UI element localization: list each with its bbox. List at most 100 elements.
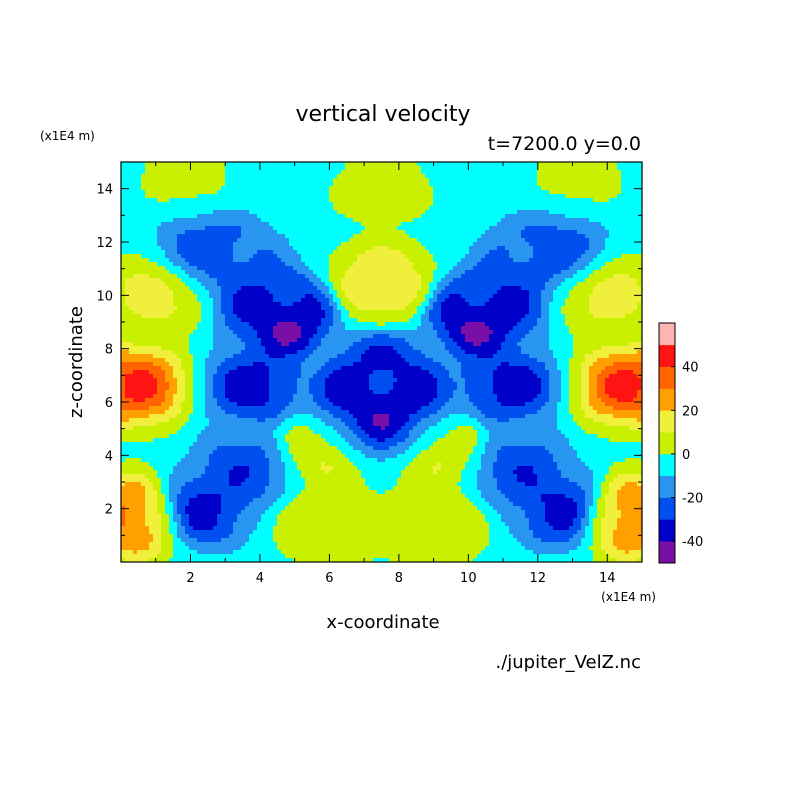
contour-cell [581,270,586,275]
contour-cell [465,270,470,275]
contour-cell [405,202,410,207]
contour-cell [305,186,310,191]
contour-cell [181,230,186,235]
contour-cell [241,238,246,243]
contour-cell [545,246,550,251]
contour-cell [141,226,146,231]
contour-cell [257,222,262,227]
contour-cell [205,190,210,195]
contour-cell [561,250,566,255]
contour-cell [597,290,602,295]
contour-cell [169,238,174,243]
contour-cell [313,210,318,215]
contour-cell [377,294,382,299]
contour-cell [565,274,570,279]
contour-cell [409,166,414,171]
contour-cell [257,206,262,211]
contour-cell [597,178,602,183]
contour-cell [333,222,338,227]
contour-cell [501,218,506,223]
contour-cell [545,178,550,183]
contour-cell [229,214,234,219]
contour-cell [593,178,598,183]
contour-cell [637,254,642,259]
contour-cell [409,190,414,195]
contour-cell [481,234,486,239]
contour-cell [241,250,246,255]
contour-cell [637,198,642,203]
contour-cell [281,218,286,223]
contour-cell [401,162,406,167]
contour-cell [425,222,430,227]
contour-cell [197,234,202,239]
contour-cell [349,242,354,247]
contour-cell [557,242,562,247]
contour-cell [233,166,238,171]
contour-cell [405,298,410,303]
contour-cell [421,290,426,295]
contour-cell [597,174,602,179]
contour-cell [289,234,294,239]
contour-cell [417,162,422,167]
contour-cell [561,170,566,175]
contour-cell [221,174,226,179]
contour-cell [305,174,310,179]
contour-cell [129,202,134,207]
contour-cell [417,294,422,299]
contour-cell [465,182,470,187]
contour-cell [165,170,170,175]
contour-cell [393,306,398,311]
contour-cell [273,290,278,295]
contour-cell [517,210,522,215]
contour-cell [597,214,602,219]
contour-cell [233,294,238,299]
contour-cell [425,238,430,243]
contour-cell [305,278,310,283]
contour-cell [345,262,350,267]
contour-cell [273,286,278,291]
contour-cell [517,246,522,251]
contour-cell [493,278,498,283]
contour-cell [261,270,266,275]
contour-cell [453,278,458,283]
contour-cell [357,218,362,223]
contour-cell [177,258,182,263]
contour-cell [325,306,330,311]
contour-cell [381,218,386,223]
contour-cell [565,178,570,183]
contour-cell [349,258,354,263]
contour-cell [173,314,178,319]
contour-cell [437,186,442,191]
contour-cell [237,218,242,223]
contour-cell [461,294,466,299]
contour-cell [357,278,362,283]
contour-cell [257,198,262,203]
contour-cell [477,166,482,171]
contour-cell [229,222,234,227]
contour-cell [341,294,346,299]
contour-cell [617,274,622,279]
contour-cell [293,286,298,291]
contour-cell [345,178,350,183]
contour-cell [345,242,350,247]
contour-cell [629,242,634,247]
contour-cell [173,250,178,255]
contour-cell [573,290,578,295]
contour-cell [189,294,194,299]
contour-cell [409,214,414,219]
contour-cell [457,218,462,223]
contour-cell [585,170,590,175]
contour-cell [633,270,638,275]
contour-cell [145,186,150,191]
contour-cell [405,262,410,267]
contour-cell [445,294,450,299]
contour-cell [529,230,534,235]
contour-cell [469,270,474,275]
contour-cell [461,170,466,175]
contour-cell [169,182,174,187]
contour-cell [425,178,430,183]
contour-cell [229,178,234,183]
contour-cell [429,254,434,259]
contour-cell [273,254,278,259]
contour-cell [269,294,274,299]
